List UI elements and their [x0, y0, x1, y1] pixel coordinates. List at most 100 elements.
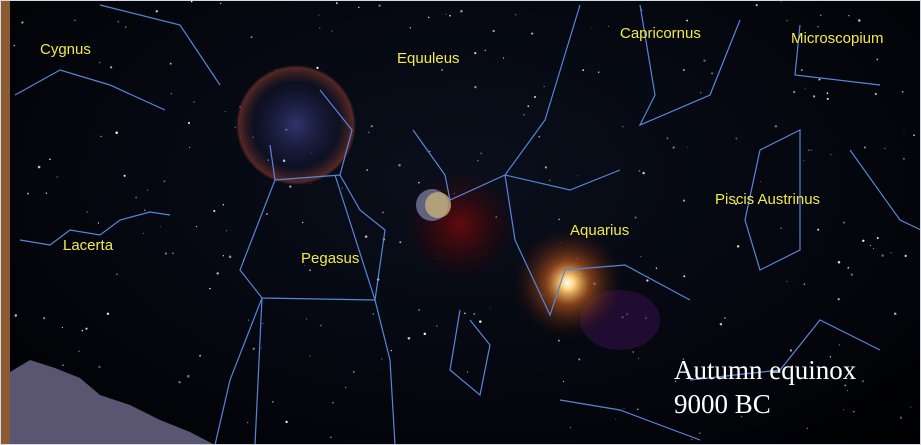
star	[63, 248, 65, 250]
star	[696, 399, 698, 401]
star	[163, 180, 166, 183]
star	[473, 312, 476, 315]
star	[187, 374, 190, 378]
star	[774, 125, 778, 128]
star	[874, 93, 877, 95]
star	[711, 72, 714, 75]
star	[538, 135, 541, 138]
star	[534, 96, 536, 98]
star	[62, 364, 64, 366]
star	[409, 27, 411, 29]
star	[289, 185, 292, 188]
star	[331, 30, 333, 32]
star	[222, 204, 225, 206]
star	[382, 211, 384, 214]
star	[106, 312, 110, 315]
star	[199, 354, 202, 357]
star	[427, 16, 430, 19]
star	[826, 92, 829, 95]
star	[818, 78, 821, 81]
star	[98, 365, 101, 369]
star	[803, 159, 805, 161]
star	[209, 287, 211, 290]
constellation-label: Pegasus	[301, 250, 360, 267]
star	[734, 202, 738, 205]
star	[640, 255, 642, 258]
star	[117, 21, 119, 23]
star	[193, 101, 195, 103]
star	[116, 273, 118, 276]
star	[329, 436, 332, 439]
star	[577, 175, 579, 177]
star	[623, 408, 625, 409]
star	[248, 319, 250, 321]
star	[735, 137, 738, 140]
star	[903, 129, 905, 131]
star	[489, 307, 491, 308]
star	[222, 255, 225, 257]
star	[523, 113, 525, 116]
star	[810, 149, 813, 151]
star	[13, 44, 16, 47]
star	[14, 314, 18, 317]
star	[100, 135, 102, 138]
star	[620, 33, 623, 36]
star	[820, 14, 822, 17]
star	[881, 254, 884, 257]
constellation-lines	[14, 4, 921, 445]
star	[682, 68, 685, 72]
star	[78, 350, 80, 352]
star	[378, 4, 381, 7]
star	[164, 252, 168, 255]
star	[638, 170, 641, 172]
star	[37, 165, 41, 169]
star	[480, 152, 483, 155]
star	[590, 27, 592, 29]
star	[686, 146, 688, 148]
moon-lit	[425, 192, 451, 218]
star	[390, 349, 392, 352]
star	[372, 313, 375, 315]
star	[407, 337, 411, 340]
star	[846, 389, 849, 392]
star	[893, 312, 897, 315]
star	[319, 324, 322, 327]
star	[789, 349, 793, 352]
star	[358, 6, 360, 9]
star	[189, 146, 191, 148]
star	[562, 380, 565, 382]
star	[332, 401, 334, 404]
star	[558, 339, 560, 342]
star	[266, 213, 268, 215]
star	[803, 283, 806, 285]
star	[755, 4, 758, 7]
star	[531, 32, 534, 35]
star	[503, 57, 505, 59]
constellation-label: Microscopium	[791, 30, 884, 47]
star	[699, 432, 701, 434]
star	[309, 355, 311, 357]
star	[806, 427, 808, 430]
star	[466, 371, 469, 373]
star	[826, 97, 829, 100]
star	[719, 323, 723, 326]
star	[234, 126, 236, 129]
star	[786, 19, 788, 22]
star	[144, 209, 146, 211]
star	[21, 21, 24, 24]
star	[843, 409, 844, 411]
star	[246, 421, 249, 424]
star	[598, 71, 600, 73]
star	[780, 227, 782, 230]
star	[837, 260, 841, 264]
caption-line: Autumn equinox	[674, 355, 857, 385]
star	[829, 356, 832, 358]
star	[224, 110, 226, 112]
lens-flare-ring	[236, 65, 356, 185]
star	[910, 406, 912, 408]
star	[901, 90, 904, 93]
star	[549, 179, 551, 182]
star	[899, 416, 903, 419]
star	[683, 275, 686, 278]
